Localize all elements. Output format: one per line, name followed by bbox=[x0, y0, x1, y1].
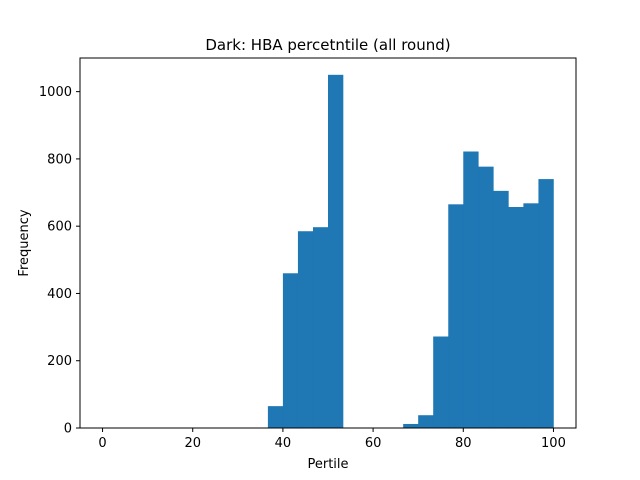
x-axis-label: Pertile bbox=[307, 457, 348, 472]
x-tick-label: 80 bbox=[455, 436, 472, 451]
x-axis-ticks: 0 20 40 60 80 100 bbox=[98, 428, 566, 451]
histogram-bar bbox=[523, 203, 539, 428]
bars-group bbox=[267, 74, 554, 428]
y-tick-label: 1000 bbox=[39, 85, 72, 100]
plot-frame bbox=[79, 57, 577, 429]
y-tick-label: 400 bbox=[47, 287, 72, 302]
histogram-bar bbox=[448, 204, 464, 428]
histogram-bar bbox=[297, 231, 314, 428]
y-axis-label: Frequency bbox=[17, 209, 32, 276]
y-tick-label: 200 bbox=[47, 354, 72, 369]
histogram-bar bbox=[493, 190, 509, 428]
histogram-bar bbox=[328, 74, 344, 428]
x-tick-label: 40 bbox=[275, 436, 292, 451]
y-axis-ticks: 0 200 400 600 800 1000 bbox=[39, 85, 80, 437]
histogram-bar bbox=[282, 273, 299, 428]
histogram-bar bbox=[312, 227, 329, 428]
histogram-bar bbox=[418, 415, 434, 428]
y-tick-label: 0 bbox=[64, 422, 72, 437]
histogram-bar bbox=[403, 423, 419, 428]
histogram-bar bbox=[538, 179, 554, 428]
y-tick-label: 600 bbox=[47, 220, 72, 235]
x-tick-label: 20 bbox=[184, 436, 201, 451]
x-tick-label: 100 bbox=[541, 436, 566, 451]
histogram-bar bbox=[267, 406, 284, 428]
histogram-bar bbox=[463, 151, 479, 428]
chart-title: Dark: HBA percetntile (all round) bbox=[205, 36, 450, 54]
y-tick-label: 800 bbox=[47, 152, 72, 167]
histogram-bar bbox=[433, 336, 449, 428]
x-tick-label: 60 bbox=[365, 436, 382, 451]
histogram-bar bbox=[478, 166, 494, 428]
histogram-bar bbox=[508, 207, 524, 428]
x-tick-label: 0 bbox=[98, 436, 106, 451]
